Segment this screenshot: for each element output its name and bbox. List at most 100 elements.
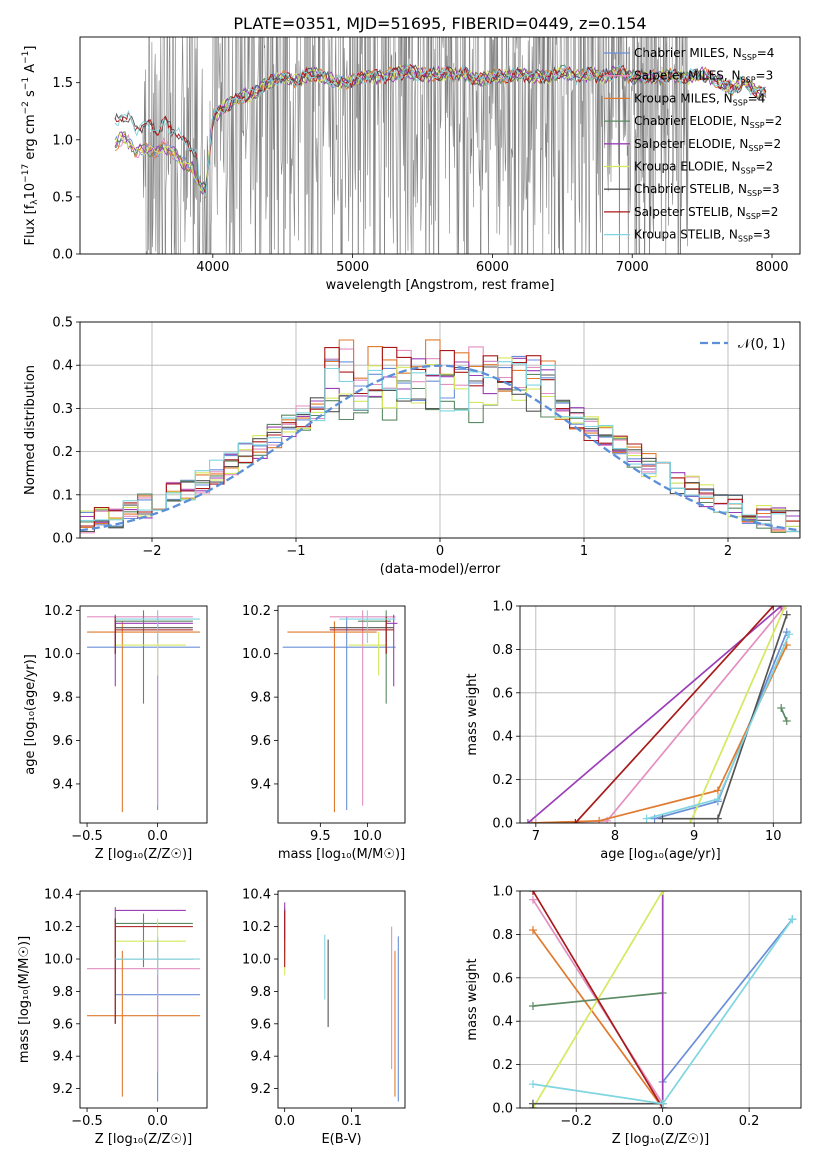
x-tick-label: 0: [436, 544, 444, 559]
weight-line: [689, 606, 786, 823]
y-tick-label: 9.8: [250, 691, 271, 706]
weight-line: [662, 918, 794, 1083]
sup: −1: [21, 51, 31, 64]
unit: A: [23, 64, 38, 77]
y-tick-label: 0.4: [52, 359, 73, 374]
y-axis-label: Flux [fλ10−17 erg cm−2 s−1 A−1]: [21, 46, 40, 246]
y-tick-label: 9.4: [52, 1050, 73, 1065]
y-tick-label: 9.2: [52, 1082, 73, 1097]
y-tick-label: 0.0: [52, 532, 73, 547]
x-tick-label: −1: [286, 544, 305, 559]
age_vs_z-points: [87, 610, 200, 813]
y-axis-label: mass weight: [465, 673, 480, 755]
legend-name: Salpeter MILES, N: [634, 69, 741, 83]
model-line: [114, 64, 767, 188]
legend-entry: Salpeter ELODIE, NSSP=2: [634, 137, 781, 153]
axes-frame: [519, 605, 802, 824]
y-tick-label: 9.8: [250, 985, 271, 1000]
x-axis-label: Z [log₁₀(Z/Z☉)]: [95, 1132, 192, 1147]
figure-title: PLATE=0351, MJD=51695, FIBERID=0449, z=0…: [233, 14, 646, 33]
x-tick-label: 0.2: [739, 1114, 760, 1129]
weight-line: [780, 707, 788, 722]
legend-name: Kroupa STELIB, N: [634, 228, 738, 242]
y-tick-label: 9.6: [52, 1017, 73, 1032]
age_vs_mass-points: [282, 610, 398, 813]
model-line: [114, 64, 767, 192]
y-tick-label: 0.6: [492, 971, 513, 986]
spectrum-axes: 4000 5000 6000 7000 8000 0.0 0.5 1.0 1.5 waveleng…: [52, 76, 788, 293]
y-tick-label: 0.1: [52, 488, 73, 503]
x-tick-label: 2: [724, 544, 732, 559]
x-tick-label: 0.0: [147, 829, 168, 844]
x-tick-label: 5000: [336, 260, 369, 275]
y-axis-label: mass weight: [465, 958, 480, 1040]
y-tick-label: 9.8: [52, 691, 73, 706]
y-tick-label: 0.0: [52, 248, 73, 263]
legend-entry: Kroupa MILES, NSSP=4: [634, 91, 765, 107]
sub: SSP: [738, 235, 753, 244]
axes-frame: [79, 605, 208, 824]
y-tick-label: 10.2: [242, 604, 271, 619]
x-tick-label: 0.0: [652, 1114, 673, 1129]
mass_vs_ebv-axes: 0.0 0.1 9.2 9.4 9.6 9.8 10.0 10.2 10.4 E(B-V): [242, 888, 362, 1147]
axes-frame: [519, 890, 802, 1109]
x-tick-label: 0.0: [147, 1114, 168, 1129]
legend-value: =3: [753, 228, 771, 242]
y-tick-label: 10.2: [44, 604, 73, 619]
sub: SSP: [747, 189, 762, 198]
y-tick-label: 10.2: [242, 920, 271, 935]
x-axis-label: mass [log₁₀(M/M☉)]: [278, 847, 405, 862]
axes-frame: [79, 321, 801, 539]
legend-name: Chabrier MILES, N: [634, 46, 742, 60]
y-tick-label: 10.0: [44, 647, 73, 662]
weight-line: [574, 606, 774, 823]
y-tick-label: 0.2: [492, 773, 513, 788]
weight-line: [532, 899, 664, 1105]
legend-name: Kroupa MILES, N: [634, 91, 733, 105]
x-tick-label: 9.5: [310, 829, 331, 844]
y-tick-label: 0.5: [52, 316, 73, 331]
model-line: [114, 65, 766, 195]
y-axis-label: mass [log₁₀(M/M☉)]: [17, 936, 32, 1063]
x-tick-label: 4000: [196, 260, 229, 275]
legend-entry: Salpeter STELIB, NSSP=2: [634, 205, 778, 221]
y-axis-label-part: Flux [f: [23, 204, 38, 245]
y-tick-label: 9.2: [250, 1082, 271, 1097]
x-axis-label: wavelength [Angstrom, rest frame]: [326, 278, 555, 293]
legend-entry: 𝒩(0, 1): [738, 337, 785, 352]
axes-frame: [79, 36, 801, 255]
x-tick-label: 10: [765, 829, 782, 844]
y-tick-label: 9.6: [250, 1017, 271, 1032]
y-tick-label: 10.4: [242, 888, 271, 903]
y-tick-label: 10.0: [242, 953, 271, 968]
sub: SSP: [741, 167, 756, 176]
x-tick-label: 1: [580, 544, 588, 559]
x-tick-label: 8000: [755, 260, 788, 275]
unit: s: [23, 90, 38, 101]
weight_vs_z-axes: −0.2 0.0 0.2 0.0 0.2 0.4 0.6 0.8 1.0 Z [log₁₀(Z/Z…: [465, 885, 801, 1147]
x-axis-label: Z [log₁₀(Z/Z☉)]: [95, 847, 192, 862]
age_vs_mass-axes: 9.5 10.0 9.4 9.6 9.8 10.0 10.2 mass [log₁₀(M/M☉…: [242, 604, 405, 862]
weight-line: [531, 644, 788, 823]
y-tick-label: 0.8: [492, 928, 513, 943]
legend-name: Kroupa ELODIE, N: [634, 160, 741, 174]
x-tick-label: −0.5: [71, 1114, 103, 1129]
sub: SSP: [748, 144, 763, 153]
legend-entry: Kroupa ELODIE, NSSP=2: [634, 160, 773, 176]
y-tick-label: 0.2: [52, 445, 73, 460]
y-tick-label: 1.0: [492, 600, 513, 615]
legend-name: Chabrier ELODIE, N: [634, 114, 750, 128]
x-axis-label: (data-model)/error: [380, 562, 501, 577]
sub: SSP: [746, 212, 761, 221]
plots: 4000 5000 6000 7000 8000 0.0 0.5 1.0 1.5 waveleng…: [17, 36, 802, 1147]
weight-line: [532, 1102, 663, 1108]
x-axis-label: Z [log₁₀(Z/Z☉)]: [612, 1132, 709, 1147]
unit: erg cm: [23, 114, 38, 163]
sub: SSP: [742, 53, 757, 62]
mass_vs_z-axes: −0.5 0.0 9.2 9.4 9.6 9.8 10.0 10.2 10.4 Z [log₁₀(…: [17, 888, 192, 1147]
legend-value: =3: [756, 69, 774, 83]
x-tick-label: 0.0: [274, 1114, 295, 1129]
legend-entry: Kroupa STELIB, NSSP=3: [634, 228, 771, 244]
x-tick-label: 8: [611, 829, 619, 844]
